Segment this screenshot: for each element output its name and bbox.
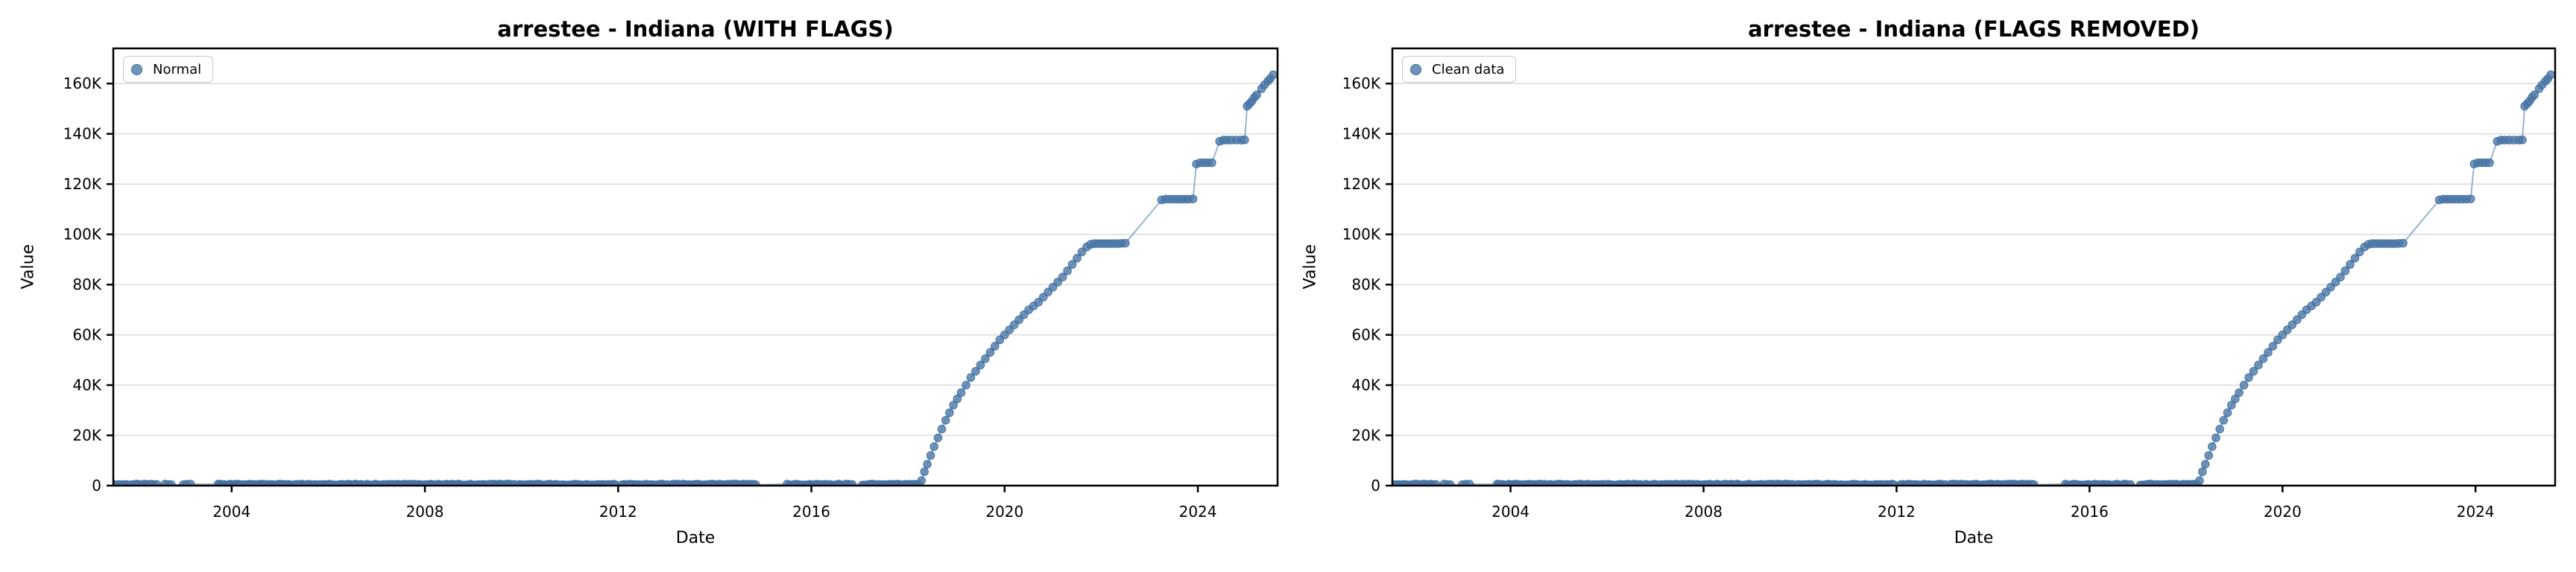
x-axis-label: Date xyxy=(675,529,716,547)
legend-label: Clean data xyxy=(1432,61,1505,77)
svg-text:40K: 40K xyxy=(72,376,101,394)
plot-border xyxy=(1391,47,2557,487)
svg-text:120K: 120K xyxy=(63,175,102,193)
svg-text:80K: 80K xyxy=(1351,276,1380,293)
svg-text:60K: 60K xyxy=(1351,326,1380,344)
y-axis-label: Value xyxy=(1301,244,1320,290)
legend-label: Normal xyxy=(153,61,202,77)
plot-border xyxy=(112,47,1279,487)
axes: 2004 2008 2012 2016 2020 2024 0 20K 40K 60K 80K 100… xyxy=(1342,74,2495,521)
svg-text:20K: 20K xyxy=(1351,427,1380,445)
svg-text:2020: 2020 xyxy=(985,503,1023,521)
svg-text:80K: 80K xyxy=(72,276,101,293)
svg-text:140K: 140K xyxy=(1342,125,1381,143)
svg-text:2012: 2012 xyxy=(1878,503,1916,521)
legend-marker-icon xyxy=(131,63,142,75)
gridlines xyxy=(1392,83,2555,436)
chart-title: arrestee - Indiana (FLAGS REMOVED) xyxy=(1748,16,2200,42)
svg-text:2024: 2024 xyxy=(1179,503,1217,521)
svg-text:0: 0 xyxy=(92,477,101,495)
svg-text:2004: 2004 xyxy=(1491,503,1530,521)
plot-area-flags-removed: 2004 2008 2012 2016 2020 2024 0 20K 40K 60K 80K 100… xyxy=(1342,47,2557,521)
y-axis-label: Value xyxy=(19,244,38,290)
svg-text:2020: 2020 xyxy=(2264,503,2302,521)
svg-text:2024: 2024 xyxy=(2457,503,2495,521)
svg-text:100K: 100K xyxy=(1342,226,1381,244)
svg-text:2008: 2008 xyxy=(1685,503,1723,521)
legend-marker-icon xyxy=(1410,63,1421,75)
svg-text:2004: 2004 xyxy=(212,503,250,521)
chart-flags-removed: 2004 2008 2012 2016 2020 2024 0 20K 40K 60K 80K 100… xyxy=(1288,0,2576,572)
svg-text:100K: 100K xyxy=(63,226,102,244)
svg-text:2012: 2012 xyxy=(599,503,637,521)
svg-text:2016: 2016 xyxy=(792,503,830,521)
svg-text:20K: 20K xyxy=(72,427,101,445)
legend: Normal xyxy=(123,56,214,83)
chart-title: arrestee - Indiana (WITH FLAGS) xyxy=(497,16,894,42)
svg-text:40K: 40K xyxy=(1351,376,1380,394)
svg-text:2008: 2008 xyxy=(406,503,444,521)
svg-text:140K: 140K xyxy=(63,125,102,143)
x-axis-label: Date xyxy=(1954,529,1994,547)
svg-text:2016: 2016 xyxy=(2071,503,2109,521)
svg-text:120K: 120K xyxy=(1342,175,1381,193)
svg-text:0: 0 xyxy=(1371,477,1380,495)
legend: Clean data xyxy=(1402,56,1517,83)
svg-text:60K: 60K xyxy=(72,326,101,344)
chart-with-flags: 2004 2008 2012 2016 2020 2024 0 20K 40K 60K 80K 100… xyxy=(19,16,1279,547)
plot-area-with-flags: 2004 2008 2012 2016 2020 2024 0 20K 40K 60K 80K 100… xyxy=(63,47,1279,521)
svg-text:160K: 160K xyxy=(1342,74,1381,92)
axes: 2004 2008 2012 2016 2020 2024 0 20K 40K 60K 80K 100… xyxy=(63,74,1217,521)
svg-text:160K: 160K xyxy=(63,74,102,92)
gridlines xyxy=(113,83,1278,436)
